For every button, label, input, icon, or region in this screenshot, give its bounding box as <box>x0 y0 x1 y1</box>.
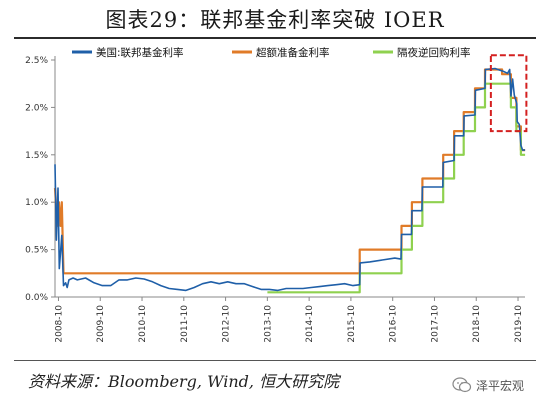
highlight-layer <box>489 54 528 133</box>
brand-name: 泽平宏观 <box>476 378 525 393</box>
y-tick-label: 0.5% <box>25 246 48 256</box>
y-tick-label: 2.0% <box>25 103 48 113</box>
highlight-box <box>489 54 528 133</box>
legend-label: 美国:联邦基金利率 <box>96 46 184 59</box>
legend-label: 隔夜逆回购利率 <box>397 46 471 59</box>
y-tick-label: 2.5% <box>25 56 48 66</box>
chart-area: 美国:联邦基金利率 超额准备金利率 隔夜逆回购利率 0.0% 0.5% 1.0% 1.5%… <box>25 46 528 343</box>
y-tick-label: 1.5% <box>25 151 48 161</box>
x-tick-label: 2009-10 <box>96 305 106 343</box>
x-tick-label: 2011-10 <box>180 305 190 343</box>
x-tick-label: 2018-10 <box>472 305 482 343</box>
source-note: 资料来源：Bloomberg, Wind, 恒大研究院 <box>28 372 340 391</box>
top-rule <box>14 37 536 39</box>
legend: 美国:联邦基金利率 超额准备金利率 隔夜逆回购利率 <box>72 46 471 59</box>
series-line <box>267 82 526 294</box>
y-axis: 0.0% 0.5% 1.0% 1.5% 2.0% 2.5% <box>25 56 56 303</box>
bottom-rule <box>14 360 536 361</box>
series-layer <box>53 67 526 294</box>
x-tick-label: 2012-10 <box>222 305 232 343</box>
x-tick-label: 2016-10 <box>389 305 399 343</box>
x-tick-label: 2010-10 <box>138 305 148 343</box>
x-tick-label: 2015-10 <box>347 305 357 343</box>
x-tick-label: 2013-10 <box>263 305 273 343</box>
wechat-icon <box>452 377 472 393</box>
x-tick-label: 2017-10 <box>430 305 440 343</box>
y-tick-label: 1.0% <box>25 198 48 208</box>
brand-mark: 泽平宏观 <box>452 374 524 396</box>
series-line <box>54 67 526 292</box>
x-axis: 2008-10 2009-10 2010-10 2011-10 2012-10 2013-… <box>54 296 525 343</box>
x-tick-label: 2019-10 <box>514 305 524 343</box>
legend-label: 超额准备金利率 <box>256 46 330 59</box>
y-tick-label: 0.0% <box>25 293 48 303</box>
x-tick-label: 2008-10 <box>54 305 64 343</box>
x-tick-label: 2014-10 <box>305 305 315 343</box>
chart-title: 图表29：联邦基金利率突破 IOER <box>105 8 445 32</box>
